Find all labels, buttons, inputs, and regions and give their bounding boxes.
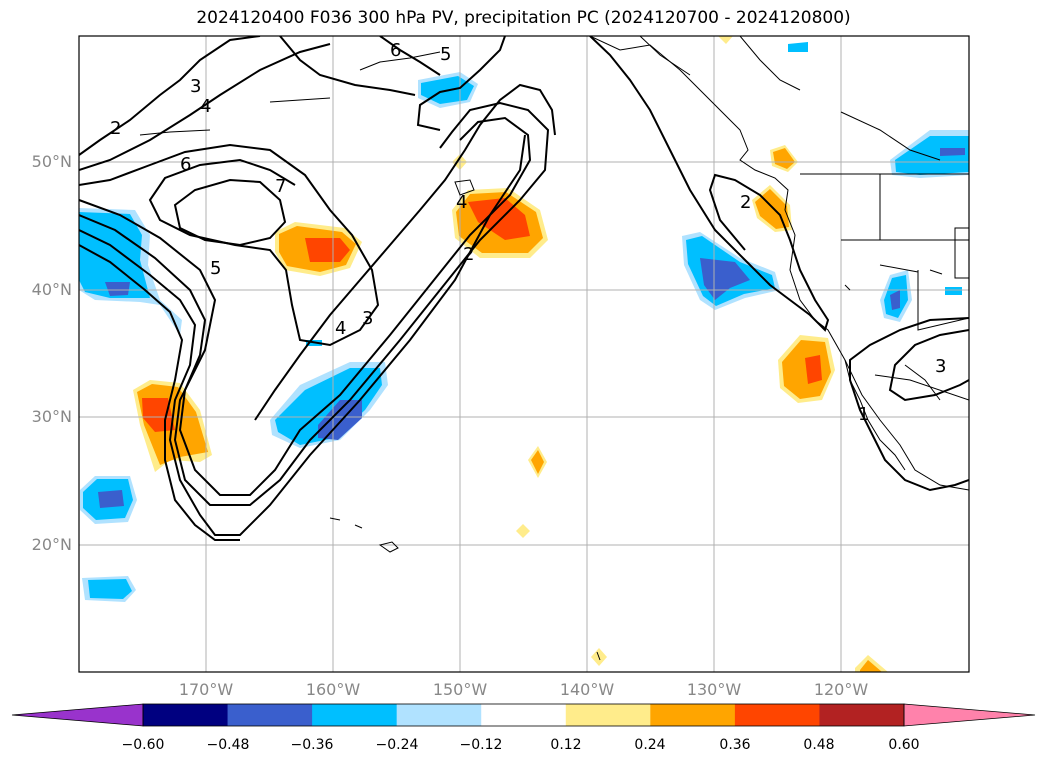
svg-text:5: 5 — [440, 44, 451, 65]
svg-text:4: 4 — [335, 318, 346, 339]
precip-neg-area — [945, 287, 962, 295]
precip-pos-area — [516, 524, 530, 538]
svg-text:7: 7 — [275, 176, 286, 197]
colorbar-tick-label: −0.60 — [121, 737, 165, 753]
svg-text:4: 4 — [200, 96, 211, 117]
svg-text:5: 5 — [210, 258, 221, 279]
precip-neg-area — [895, 136, 969, 175]
lon-label-120W: 120°W — [813, 680, 869, 699]
svg-text:6: 6 — [390, 40, 401, 61]
svg-text:4: 4 — [456, 192, 467, 213]
svg-text:1: 1 — [858, 404, 869, 425]
lon-label-130W: 130°W — [686, 680, 742, 699]
map-title: 2024120400 F036 300 hPa PV, precipitatio… — [196, 8, 851, 28]
svg-text:6: 6 — [180, 154, 191, 175]
svg-text:2: 2 — [110, 118, 121, 139]
precip-neg-area — [890, 290, 900, 310]
colorbar-tick-label: 0.36 — [719, 737, 751, 753]
svg-text:3: 3 — [362, 308, 373, 329]
precip-pos-area — [142, 398, 175, 432]
colorbar-tick-label: 0.60 — [888, 737, 920, 753]
precip-neg-area — [79, 212, 150, 298]
pv-contour-labels: 2 3 4 6 7 5 4 3 2 4 6 5 2 3 1 — [110, 40, 946, 425]
svg-text:3: 3 — [190, 76, 201, 97]
precip-neg-area — [275, 368, 382, 445]
svg-text:2: 2 — [463, 244, 474, 265]
lon-label-140W: 140°W — [559, 680, 615, 699]
colorbar-tick-label: 0.24 — [634, 737, 666, 753]
colorbar-tick-label: −0.24 — [375, 737, 419, 753]
precip-neg-area — [98, 490, 124, 508]
precip-neg-area — [88, 579, 132, 599]
lat-label-20N: 20°N — [31, 535, 72, 554]
lat-label-50N: 50°N — [31, 152, 72, 171]
precip-pos-area — [531, 450, 544, 474]
lat-label-40N: 40°N — [31, 280, 72, 299]
map-gridlines — [79, 36, 969, 672]
colorbar-tick-label: −0.48 — [206, 737, 250, 753]
lon-label-150W: 150°W — [432, 680, 488, 699]
precip-neg-area — [788, 42, 808, 52]
map-frame — [78, 35, 970, 673]
precip-pos-area — [860, 660, 882, 672]
precip-neg-area — [105, 282, 130, 296]
lon-label-160W: 160°W — [305, 680, 361, 699]
precip-pos-area — [468, 198, 530, 240]
lat-label-30N: 30°N — [31, 407, 72, 426]
colorbar-tick-label: 0.12 — [550, 737, 582, 753]
precip-pos-area — [805, 355, 822, 384]
colorbar-tick-label: −0.12 — [459, 737, 503, 753]
colorbar-tick-label: −0.36 — [290, 737, 334, 753]
svg-text:2: 2 — [740, 192, 751, 213]
precip-pos-area — [773, 148, 795, 169]
precip-pos-area — [305, 238, 350, 262]
coastlines — [139, 36, 969, 661]
colorbar-tick-label: 0.48 — [803, 737, 835, 753]
precip-neg-area — [940, 148, 965, 156]
precip-pos-area — [718, 36, 733, 44]
lon-label-170W: 170°W — [178, 680, 234, 699]
svg-text:3: 3 — [935, 356, 946, 377]
pv-contours — [79, 36, 969, 541]
